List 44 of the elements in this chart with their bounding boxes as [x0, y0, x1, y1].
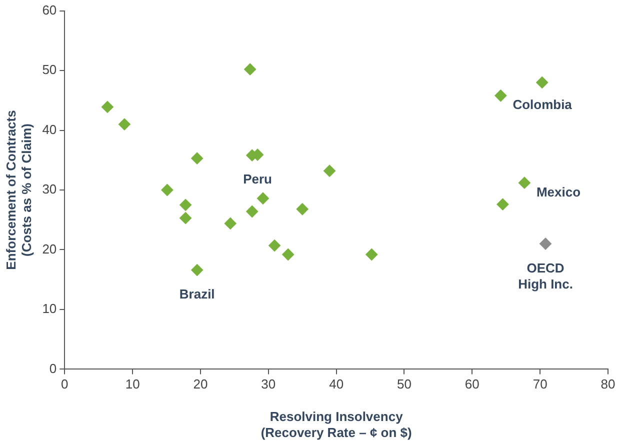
- point: [180, 198, 192, 211]
- y-tick-label: 10: [42, 301, 57, 316]
- annotation: OECD High Inc.: [518, 260, 573, 292]
- x-tick-label: 30: [261, 376, 276, 392]
- x-tick-label: 40: [329, 376, 344, 392]
- point: [161, 184, 174, 196]
- point: [496, 198, 509, 210]
- y-tick-label: 20: [42, 241, 57, 256]
- point: [536, 76, 548, 88]
- y-tick-label: 30: [42, 182, 57, 197]
- y-tick-label: 60: [42, 2, 57, 18]
- y-axis-title: Enforcement of Contracts (Costs as % of Claim): [3, 110, 34, 270]
- point: [366, 248, 378, 261]
- x-tick-label: 20: [193, 376, 208, 392]
- x-tick-label: 80: [600, 376, 616, 392]
- point: [101, 100, 114, 113]
- point: [518, 176, 530, 189]
- annotation: Brazil: [179, 286, 215, 302]
- y-tick-label: 0: [49, 360, 57, 376]
- point: [191, 152, 204, 164]
- x-tick-label: 70: [532, 376, 548, 392]
- point: [256, 192, 269, 204]
- y-tick-label: 40: [42, 122, 57, 137]
- y-tick-label: 50: [42, 62, 57, 78]
- x-tick-label: 10: [125, 376, 140, 392]
- point: [180, 212, 192, 224]
- point: [282, 248, 294, 261]
- annotation: Colombia: [512, 97, 573, 112]
- x-tick-label: 0: [61, 376, 68, 392]
- point: [540, 238, 552, 250]
- point: [494, 90, 507, 102]
- point: [324, 164, 336, 177]
- x-axis-title: Resolving Insolvency (Recovery Rate – ¢ on $): [260, 409, 412, 440]
- point: [296, 203, 308, 216]
- point: [224, 217, 236, 230]
- point: [191, 264, 204, 276]
- point: [246, 206, 258, 218]
- x-tick-label: 50: [397, 376, 412, 392]
- annotation: Mexico: [536, 184, 581, 200]
- point: [244, 63, 256, 76]
- point: [268, 240, 281, 252]
- x-tick-label: 60: [464, 376, 480, 392]
- point: [118, 118, 130, 130]
- annotation: Peru: [243, 171, 272, 186]
